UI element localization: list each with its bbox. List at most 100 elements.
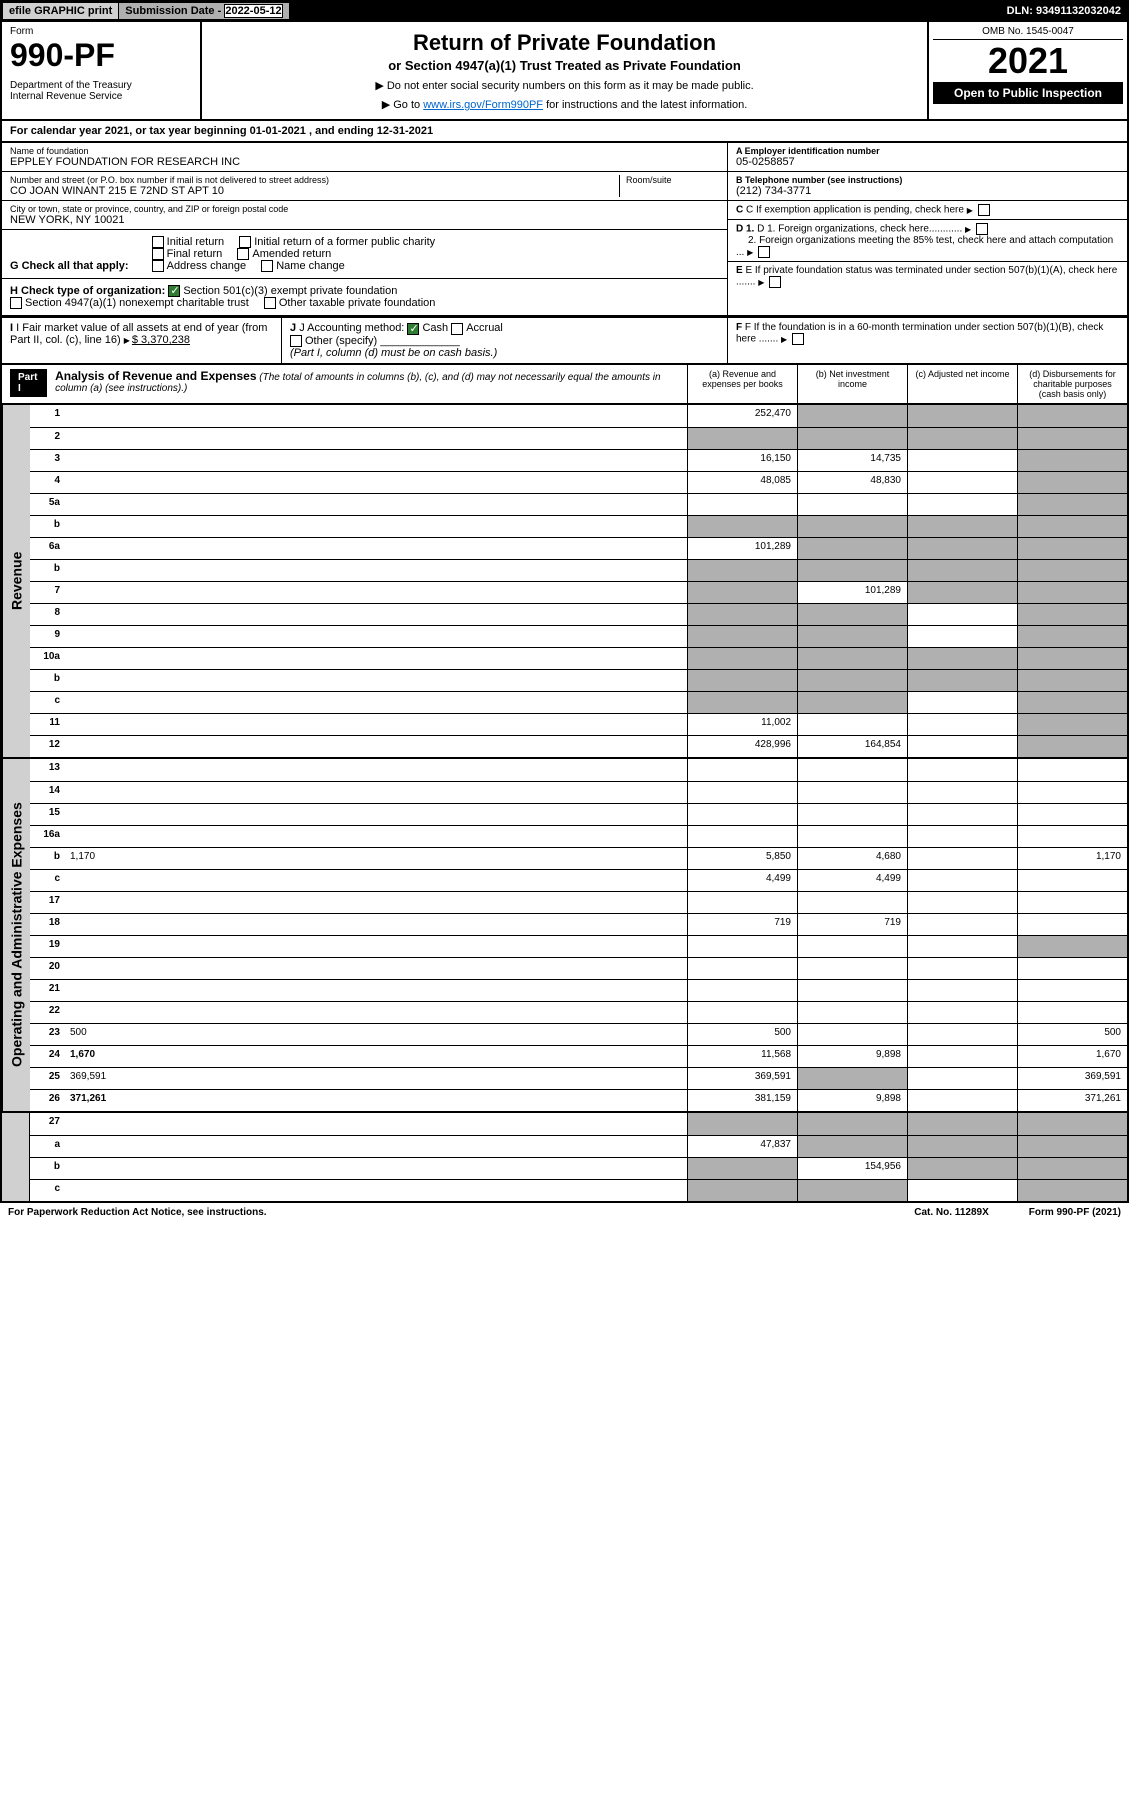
col-c: (c) Adjusted net income [907, 365, 1017, 403]
form-header: Form 990-PF Department of the Treasury I… [0, 22, 1129, 121]
ein-label: A Employer identification number [736, 146, 1119, 156]
table-row: 20 [30, 957, 1127, 979]
table-row: 241,67011,5689,8981,670 [30, 1045, 1127, 1067]
submission-date-label: Submission Date - 2022-05-12 [119, 3, 288, 19]
col-a: (a) Revenue and expenses per books [687, 365, 797, 403]
form-title: Return of Private Foundation [210, 30, 919, 56]
chk-501c3[interactable]: Section 501(c)(3) exempt private foundat… [168, 285, 397, 297]
telephone: (212) 734-3771 [736, 185, 1119, 197]
tel-label: B Telephone number (see instructions) [736, 175, 1119, 185]
table-row: 14 [30, 781, 1127, 803]
city-label: City or town, state or province, country… [10, 204, 719, 214]
col-d: (d) Disbursements for charitable purpose… [1017, 365, 1127, 403]
table-row: 27 [30, 1113, 1127, 1135]
chk-amended[interactable]: Amended return [237, 248, 331, 260]
expenses-table: Operating and Administrative Expenses 13… [0, 759, 1129, 1113]
table-row: b154,956 [30, 1157, 1127, 1179]
table-row: 25369,591369,591369,591 [30, 1067, 1127, 1089]
chk-d1[interactable] [976, 223, 988, 235]
section-e: E E If private foundation status was ter… [728, 261, 1127, 291]
chk-cash[interactable]: Cash [407, 322, 448, 334]
table-row: 18719719 [30, 913, 1127, 935]
inspection-badge: Open to Public Inspection [933, 82, 1123, 104]
table-row: b [30, 669, 1127, 691]
foundation-info: Name of foundation EPPLEY FOUNDATION FOR… [0, 143, 1129, 317]
part1-header: Part I Analysis of Revenue and Expenses … [0, 365, 1129, 405]
chk-initial[interactable]: Initial return [152, 236, 224, 248]
chk-address[interactable]: Address change [152, 260, 247, 272]
tax-year: 2021 [933, 40, 1123, 82]
form-ref: Form 990-PF (2021) [1029, 1207, 1121, 1218]
calendar-year: For calendar year 2021, or tax year begi… [0, 121, 1129, 143]
cash-basis-note: (Part I, column (d) must be on cash basi… [290, 347, 497, 359]
addr-label: Number and street (or P.O. box number if… [10, 175, 619, 185]
omb-number: OMB No. 1545-0047 [933, 26, 1123, 40]
col-b: (b) Net investment income [797, 365, 907, 403]
chk-c[interactable] [978, 204, 990, 216]
chk-other-method[interactable]: Other (specify) [290, 335, 377, 347]
chk-final[interactable]: Final return [152, 248, 223, 260]
chk-accrual[interactable]: Accrual [451, 322, 503, 334]
top-bar: efile GRAPHIC print Submission Date - 20… [0, 0, 1129, 22]
chk-initial-former[interactable]: Initial return of a former public charit… [239, 236, 435, 248]
room-label: Room/suite [626, 175, 719, 185]
table-row: b [30, 559, 1127, 581]
table-row: 6a101,289 [30, 537, 1127, 559]
foundation-name: EPPLEY FOUNDATION FOR RESEARCH INC [10, 156, 719, 168]
address: CO JOAN WINANT 215 E 72ND ST APT 10 [10, 185, 619, 197]
efile-badge[interactable]: efile GRAPHIC print [2, 2, 119, 20]
chk-4947[interactable]: Section 4947(a)(1) nonexempt charitable … [10, 297, 249, 309]
ein: 05-0258857 [736, 156, 1119, 168]
table-row: 9 [30, 625, 1127, 647]
city: NEW YORK, NY 10021 [10, 214, 719, 226]
form-label: Form [10, 26, 192, 37]
chk-d2[interactable] [758, 246, 770, 258]
section-ijf: I I Fair market value of all assets at e… [0, 317, 1129, 364]
table-row: 19 [30, 935, 1127, 957]
paperwork-notice: For Paperwork Reduction Act Notice, see … [8, 1207, 267, 1218]
fmv-value: $ 3,370,238 [132, 334, 190, 346]
chk-f[interactable] [792, 333, 804, 345]
table-row: b1,1705,8504,6801,170 [30, 847, 1127, 869]
table-row: a47,837 [30, 1135, 1127, 1157]
table-row: 16a [30, 825, 1127, 847]
table-row: 23500500500 [30, 1023, 1127, 1045]
chk-name[interactable]: Name change [261, 260, 345, 272]
table-row: c4,4994,499 [30, 869, 1127, 891]
table-row: 448,08548,830 [30, 471, 1127, 493]
table-row: 26371,261381,1599,898371,261 [30, 1089, 1127, 1111]
form-number: 990-PF [10, 37, 192, 74]
cat-number: Cat. No. 11289X [914, 1207, 988, 1218]
summary-table: 27a47,837b154,956c [0, 1113, 1129, 1203]
chk-e[interactable] [769, 276, 781, 288]
table-row: 12428,996164,854 [30, 735, 1127, 757]
table-row: b [30, 515, 1127, 537]
section-g: G Check all that apply: Initial return I… [2, 229, 727, 278]
form-link[interactable]: www.irs.gov/Form990PF [423, 99, 543, 111]
section-h: H Check type of organization: Section 50… [2, 278, 727, 315]
department: Department of the Treasury Internal Reve… [10, 80, 192, 102]
table-row: 2 [30, 427, 1127, 449]
table-row: 22 [30, 1001, 1127, 1023]
table-row: 21 [30, 979, 1127, 1001]
section-d: D 1. D 1. Foreign organizations, check h… [728, 219, 1127, 261]
table-row: 15 [30, 803, 1127, 825]
note-link: ▶ Go to www.irs.gov/Form990PF for instru… [210, 98, 919, 111]
dln: DLN: 93491132032042 [1001, 3, 1127, 19]
page-footer: For Paperwork Reduction Act Notice, see … [0, 1203, 1129, 1222]
table-row: 7101,289 [30, 581, 1127, 603]
form-subtitle: or Section 4947(a)(1) Trust Treated as P… [210, 58, 919, 73]
table-row: 8 [30, 603, 1127, 625]
chk-other-tax[interactable]: Other taxable private foundation [264, 297, 436, 309]
table-row: 13 [30, 759, 1127, 781]
table-row: 1111,002 [30, 713, 1127, 735]
expenses-label: Operating and Administrative Expenses [2, 759, 30, 1111]
name-label: Name of foundation [10, 146, 719, 156]
part-label: Part I [10, 369, 47, 397]
table-row: c [30, 691, 1127, 713]
table-row: c [30, 1179, 1127, 1201]
table-row: 1252,470 [30, 405, 1127, 427]
section-c: C C If exemption application is pending,… [728, 200, 1127, 219]
table-row: 316,15014,735 [30, 449, 1127, 471]
table-row: 17 [30, 891, 1127, 913]
